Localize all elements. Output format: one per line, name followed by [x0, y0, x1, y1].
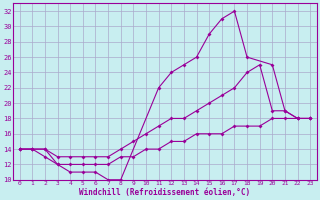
X-axis label: Windchill (Refroidissement éolien,°C): Windchill (Refroidissement éolien,°C) [79, 188, 251, 197]
